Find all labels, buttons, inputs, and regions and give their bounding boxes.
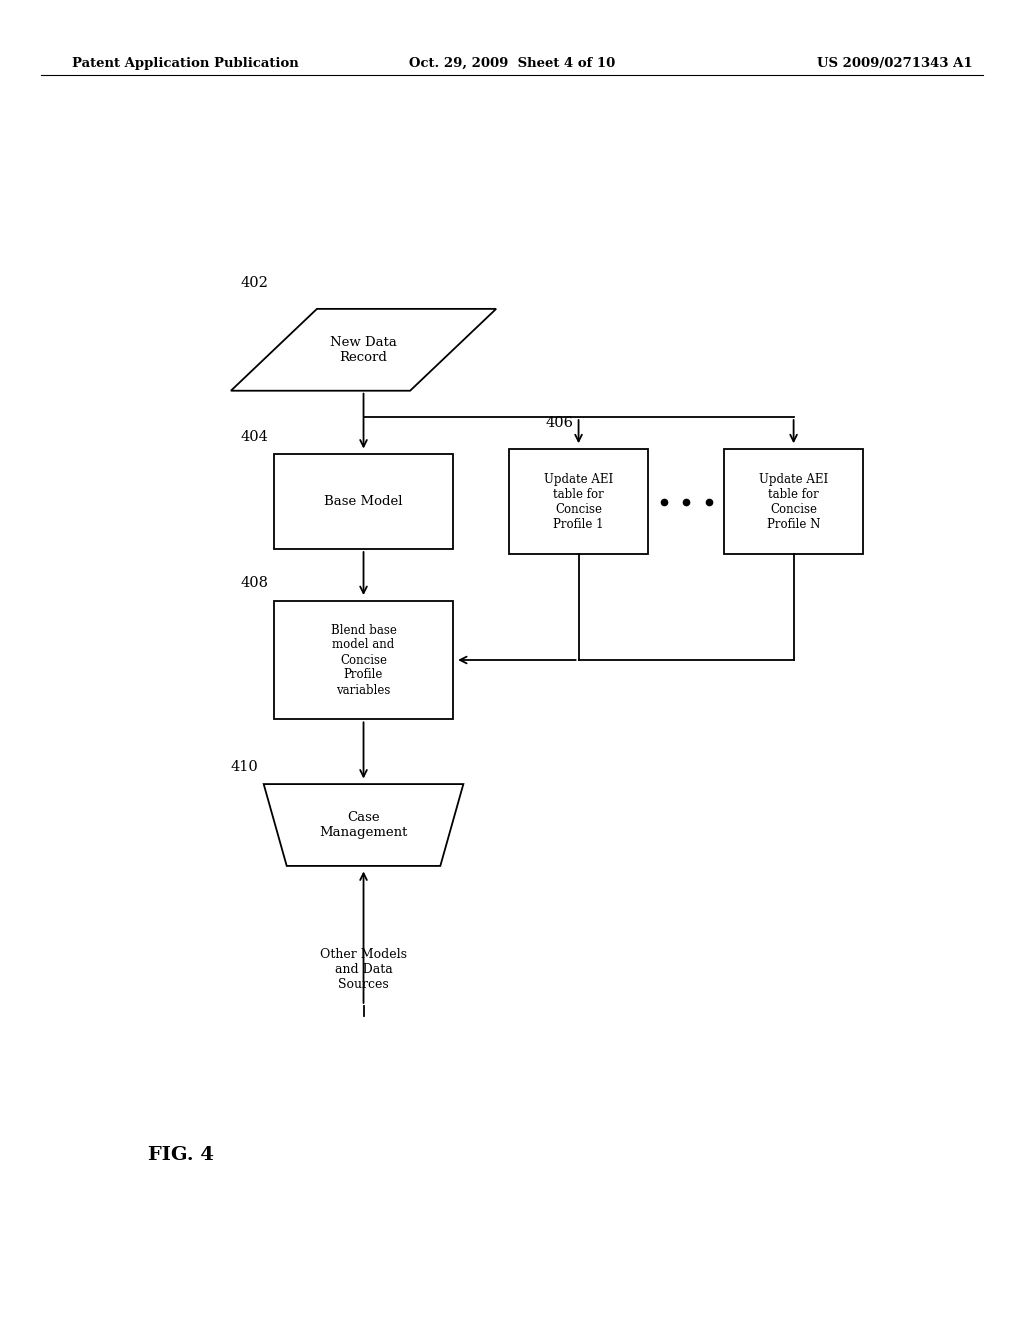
Bar [725,449,862,554]
Text: Patent Application Publication: Patent Application Publication [72,57,298,70]
Text: Oct. 29, 2009  Sheet 4 of 10: Oct. 29, 2009 Sheet 4 of 10 [409,57,615,70]
Bar [273,601,453,719]
Text: FIG. 4: FIG. 4 [148,1146,214,1164]
Text: Blend base
model and
Concise
Profile
variables: Blend base model and Concise Profile var… [331,623,396,697]
Text: Case
Management: Case Management [319,810,408,840]
Text: US 2009/0271343 A1: US 2009/0271343 A1 [817,57,973,70]
Text: New Data
Record: New Data Record [330,335,397,364]
Text: 408: 408 [241,576,268,590]
Text: Base Model: Base Model [325,495,402,508]
Text: 402: 402 [241,276,268,290]
Text: Update AEI
table for
Concise
Profile 1: Update AEI table for Concise Profile 1 [544,473,613,531]
Text: Other Models
and Data
Sources: Other Models and Data Sources [321,948,407,991]
Text: 410: 410 [230,759,258,774]
Bar [273,454,453,549]
Text: 404: 404 [241,429,268,444]
Text: Update AEI
table for
Concise
Profile N: Update AEI table for Concise Profile N [759,473,828,531]
Text: 406: 406 [545,416,573,430]
Bar [509,449,647,554]
